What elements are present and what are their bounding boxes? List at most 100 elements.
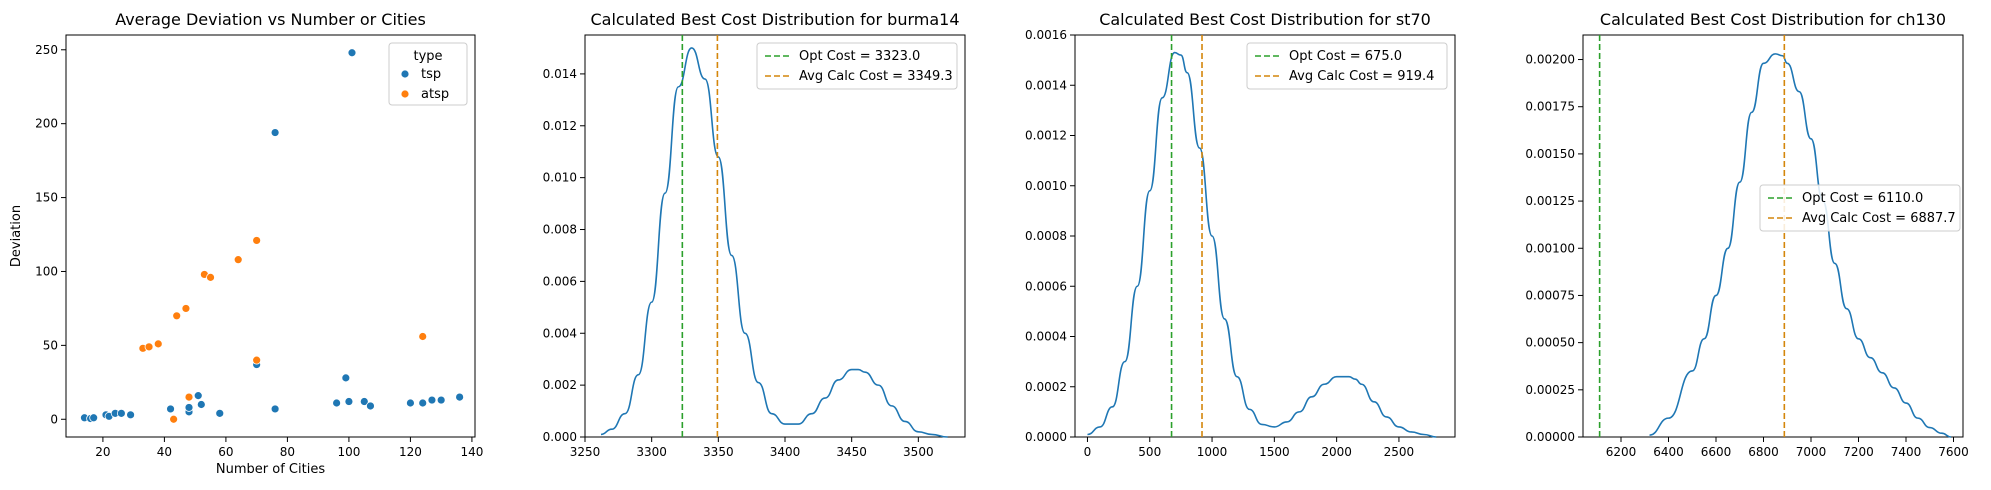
plot-frame xyxy=(1582,34,1964,438)
x-tick-label: 3450 xyxy=(836,445,867,459)
y-tick-label: 0.0008 xyxy=(1025,229,1067,243)
y-axis-label: Deviation xyxy=(9,205,24,267)
scatter-point-tsp xyxy=(116,408,126,418)
y-tick-label: 0.00100 xyxy=(1525,241,1575,255)
y-tick-label: 0.006 xyxy=(543,274,577,288)
chart-title: Calculated Best Cost Distribution for bu… xyxy=(591,10,960,29)
y-tick-label: 0.00150 xyxy=(1525,147,1575,161)
panel-ch130-distribution: 6200 6400 6600 6800 7000 7200 7400 7600 0.00000 0… xyxy=(1525,10,1968,459)
legend-label-opt-cost: Opt Cost = 6110.0 xyxy=(1802,191,1923,206)
x-tick-label: 2500 xyxy=(1384,445,1415,459)
x-tick-label: 7000 xyxy=(1796,445,1827,459)
scatter-point-tsp xyxy=(341,373,351,383)
legend-label-opt-cost: Opt Cost = 3323.0 xyxy=(799,49,920,64)
legend-marker-tsp xyxy=(400,69,410,79)
y-tick-label: 0.0004 xyxy=(1025,330,1067,344)
y-tick-label: 200 xyxy=(35,117,58,131)
legend-box xyxy=(756,42,958,90)
y-tick-label: 0.002 xyxy=(543,378,577,392)
x-tick-label: 3400 xyxy=(770,445,801,459)
scatter-point-tsp xyxy=(344,397,354,406)
panel-average-deviation: 20 40 60 80 100 120 140 0 50 100 150 200 250 Average … xyxy=(9,10,483,477)
legend-label-tsp: tsp xyxy=(421,67,441,82)
scatter-point-atsp xyxy=(153,339,163,349)
legend-box xyxy=(388,42,468,106)
x-tick-label: 2000 xyxy=(1321,445,1352,459)
scatter-point-atsp xyxy=(172,311,182,321)
panel-burma14-distribution: 3250 3300 3350 3400 3450 3500 0.000 0.002 0.004 0… xyxy=(543,10,966,459)
scatter-point-atsp xyxy=(233,255,243,265)
y-tick-label: 50 xyxy=(43,338,58,352)
scatter-point-atsp xyxy=(252,355,262,365)
scatter-point-tsp xyxy=(332,398,342,408)
panel-st70-distribution: 0 500 1000 1500 2000 2500 0.0000 0.0002 0.0004 0.… xyxy=(1025,10,1456,459)
x-tick-label: 6200 xyxy=(1606,445,1637,459)
x-tick-label: 1500 xyxy=(1259,445,1290,459)
y-tick-label: 0.012 xyxy=(543,119,577,133)
scatter-point-tsp xyxy=(196,400,206,409)
y-tick-label: 0.00000 xyxy=(1525,430,1575,444)
x-tick-label: 500 xyxy=(1138,445,1161,459)
chart-title: Calculated Best Cost Distribution for st… xyxy=(1099,10,1431,29)
scatter-point-tsp xyxy=(418,398,428,408)
legend-marker-atsp xyxy=(400,89,410,99)
x-tick-label: 6800 xyxy=(1748,445,1779,459)
scatter-point-atsp xyxy=(184,392,194,402)
x-tick-label: 20 xyxy=(95,445,110,459)
scatter-point-atsp xyxy=(169,414,179,424)
x-tick-label: 120 xyxy=(399,445,422,459)
density-curve xyxy=(1087,51,1437,438)
y-tick-label: 0.00025 xyxy=(1525,383,1575,397)
y-tick-label: 0.000 xyxy=(543,430,577,444)
legend-box xyxy=(1246,42,1448,90)
y-tick-label: 0.00200 xyxy=(1525,53,1575,67)
x-tick-label: 3350 xyxy=(703,445,734,459)
y-tick-label: 0.00075 xyxy=(1525,288,1575,302)
x-tick-label: 40 xyxy=(157,445,172,459)
x-tick-label: 7400 xyxy=(1891,445,1922,459)
scatter-point-atsp xyxy=(252,236,262,245)
scatter-point-atsp xyxy=(418,332,428,341)
x-tick-label: 3300 xyxy=(636,445,667,459)
y-tick-label: 0.00125 xyxy=(1525,194,1575,208)
x-tick-label: 80 xyxy=(280,445,295,459)
x-tick-label: 3500 xyxy=(903,445,934,459)
x-tick-label: 0 xyxy=(1084,445,1092,459)
x-tick-label: 7600 xyxy=(1938,445,1969,459)
plot-frame xyxy=(584,34,966,438)
scatter-point-tsp xyxy=(126,410,135,420)
scatter-point-atsp xyxy=(206,272,215,282)
legend-title: type xyxy=(413,49,442,64)
y-tick-label: 250 xyxy=(35,43,58,57)
x-tick-label: 3250 xyxy=(570,445,601,459)
scatter-point-tsp xyxy=(89,413,99,423)
legend-box xyxy=(1759,184,1961,232)
y-tick-label: 0.0006 xyxy=(1025,279,1067,293)
chart-title: Calculated Best Cost Distribution for ch… xyxy=(1600,10,1946,29)
x-tick-label: 60 xyxy=(218,445,233,459)
y-tick-label: 0 xyxy=(50,412,58,426)
scatter-point-tsp xyxy=(347,48,357,58)
density-curve xyxy=(1649,53,1952,438)
y-tick-label: 0.010 xyxy=(543,171,577,185)
scatter-point-atsp xyxy=(181,304,191,313)
scatter-point-tsp xyxy=(427,395,437,405)
scatter-point-tsp xyxy=(406,398,415,408)
y-tick-label: 0.004 xyxy=(543,326,577,340)
y-tick-label: 0.0016 xyxy=(1025,28,1067,42)
x-axis-label: Number of Cities xyxy=(216,462,325,477)
scatter-point-tsp xyxy=(166,404,175,414)
density-curve xyxy=(600,47,948,438)
y-tick-label: 150 xyxy=(35,191,58,205)
x-tick-label: 140 xyxy=(460,445,483,459)
y-tick-label: 100 xyxy=(35,264,58,278)
legend-label-avg-calc-cost: Avg Calc Cost = 3349.3 xyxy=(799,69,953,84)
x-tick-label: 100 xyxy=(337,445,360,459)
plot-frame xyxy=(1074,34,1456,438)
y-tick-label: 0.014 xyxy=(543,67,577,81)
legend-label-avg-calc-cost: Avg Calc Cost = 6887.7 xyxy=(1802,211,1956,226)
scatter-point-tsp xyxy=(215,408,225,418)
legend-label-opt-cost: Opt Cost = 675.0 xyxy=(1289,49,1402,64)
x-tick-label: 6400 xyxy=(1653,445,1684,459)
